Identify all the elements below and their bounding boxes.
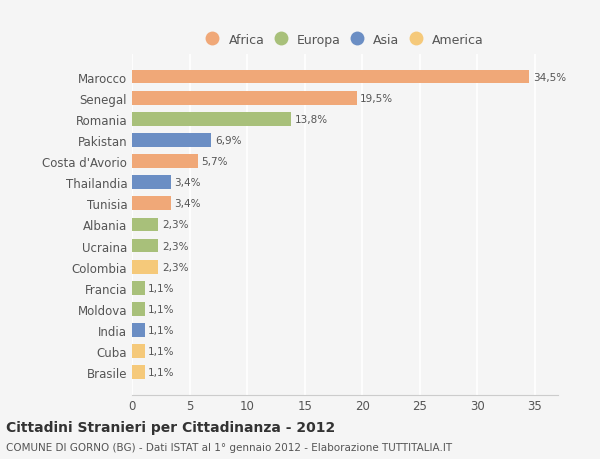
Bar — [132, 366, 145, 379]
Text: 2,3%: 2,3% — [162, 220, 188, 230]
Bar — [132, 218, 158, 232]
Bar — [132, 71, 529, 84]
Bar — [132, 134, 211, 147]
Text: Cittadini Stranieri per Cittadinanza - 2012: Cittadini Stranieri per Cittadinanza - 2… — [6, 420, 335, 435]
Text: 5,7%: 5,7% — [201, 157, 227, 167]
Bar — [132, 345, 145, 358]
Bar — [132, 260, 158, 274]
Bar — [132, 155, 197, 168]
Bar — [132, 112, 291, 126]
Bar — [132, 281, 145, 295]
Bar — [132, 239, 158, 253]
Bar — [132, 176, 171, 190]
Text: 13,8%: 13,8% — [295, 115, 328, 124]
Text: 3,4%: 3,4% — [175, 178, 201, 188]
Text: 1,1%: 1,1% — [148, 283, 175, 293]
Text: 19,5%: 19,5% — [360, 94, 393, 103]
Text: 2,3%: 2,3% — [162, 241, 188, 251]
Text: 1,1%: 1,1% — [148, 368, 175, 377]
Bar — [132, 92, 356, 105]
Bar — [132, 197, 171, 211]
Bar — [132, 324, 145, 337]
Text: 1,1%: 1,1% — [148, 304, 175, 314]
Text: 34,5%: 34,5% — [533, 73, 566, 82]
Bar — [132, 302, 145, 316]
Text: 2,3%: 2,3% — [162, 262, 188, 272]
Text: 1,1%: 1,1% — [148, 325, 175, 335]
Text: 6,9%: 6,9% — [215, 135, 241, 146]
Text: COMUNE DI GORNO (BG) - Dati ISTAT al 1° gennaio 2012 - Elaborazione TUTTITALIA.I: COMUNE DI GORNO (BG) - Dati ISTAT al 1° … — [6, 442, 452, 452]
Text: 1,1%: 1,1% — [148, 347, 175, 356]
Text: 3,4%: 3,4% — [175, 199, 201, 209]
Legend: Africa, Europa, Asia, America: Africa, Europa, Asia, America — [200, 28, 490, 53]
